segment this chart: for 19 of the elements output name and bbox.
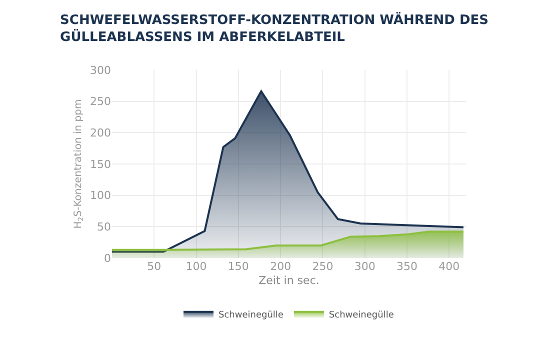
x-tick-label: 250 (312, 260, 334, 273)
y-tick-label: 300 (90, 64, 111, 77)
chart-title: SCHWEFELWASSERSTOFF-KONZENTRATION WÄHREND DES GÜLLEABLASSENS IM ABFERKELABTEIL (60, 10, 489, 45)
x-tick-label: 150 (228, 260, 249, 273)
y-tick-label: 250 (90, 95, 111, 108)
legend-label: Schweinegülle (218, 310, 284, 320)
y-tick-label: 0 (104, 252, 111, 265)
y-tick-label: 50 (97, 220, 111, 234)
x-tick-label: 350 (396, 260, 418, 273)
x-tick-label: 300 (354, 260, 376, 273)
y-tick-label: 100 (90, 189, 111, 202)
x-tick-label: 100 (186, 260, 207, 273)
y-tick-label: 150 (90, 158, 111, 171)
y-tick-label: 200 (90, 126, 111, 140)
x-tick-label: 50 (147, 260, 162, 273)
x-axis-title: Zeit in sec. (258, 274, 320, 288)
x-tick-label: 400 (438, 260, 460, 273)
x-tick-label: 200 (270, 260, 292, 273)
legend-label: Schweinegülle (328, 310, 394, 320)
